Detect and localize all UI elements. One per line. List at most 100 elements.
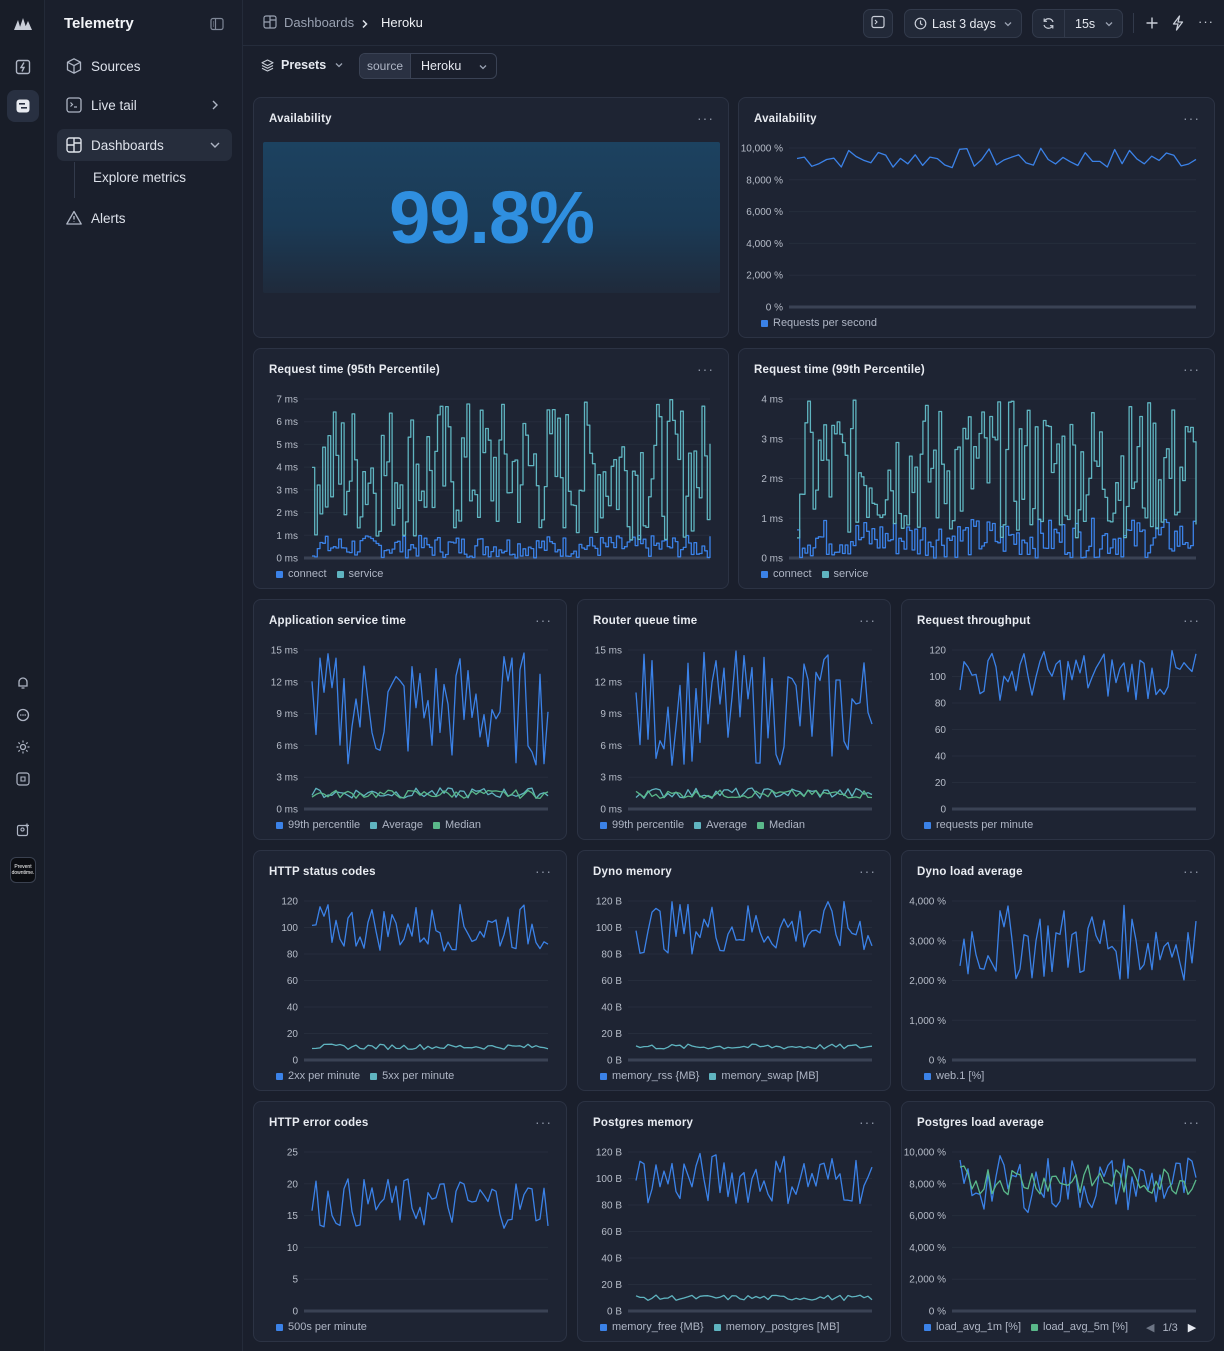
panel-menu-icon[interactable]: ··· (1183, 110, 1200, 126)
panel-request-throughput: Request throughput ··· 0 20 40 60 80 100 120 requ… (901, 599, 1215, 840)
panel-menu-icon[interactable]: ··· (1183, 1114, 1200, 1130)
chat-icon[interactable] (14, 706, 32, 724)
panel-request-time-95th-percentile: Request time (95th Percentile) ··· 0 ms 1 m… (253, 348, 729, 589)
legend-item[interactable]: requests per minute (924, 819, 1033, 831)
legend-swatch (821, 570, 829, 578)
time-range-select[interactable]: Last 3 days (904, 9, 1022, 38)
legend-item[interactable]: memory_postgres [MB] (713, 1321, 839, 1333)
chevron-down-icon (478, 62, 488, 72)
chart-legend: 500s per minute (276, 1321, 377, 1333)
panel-menu-icon[interactable]: ··· (535, 1114, 552, 1130)
y-tick-label: 0 ms (276, 805, 298, 816)
more-options-icon[interactable]: ··· (1198, 14, 1214, 29)
terminal-button[interactable] (863, 9, 893, 38)
refresh-control: 15s (1032, 9, 1123, 38)
panel-menu-icon[interactable]: ··· (1183, 361, 1200, 377)
chevron-down-icon (1104, 19, 1114, 29)
legend-item[interactable]: 2xx per minute (276, 1070, 360, 1082)
legend-item[interactable]: memory_rss {MB} (600, 1070, 699, 1082)
legend-swatch (370, 1072, 378, 1080)
team-avatar[interactable]: Prevent downtime. (10, 857, 36, 883)
y-tick-label: 60 (287, 976, 299, 987)
chart-legend: Requests per second (761, 317, 887, 329)
breadcrumb-dashboards[interactable]: Dashboards (284, 15, 355, 30)
y-tick-label: 0 ms (600, 805, 622, 816)
legend-item[interactable]: 99th percentile (276, 819, 360, 831)
logo-icon[interactable] (7, 8, 39, 40)
panel-title: Dyno memory (593, 866, 672, 878)
pager-prev-icon[interactable]: ◀ (1146, 1322, 1155, 1334)
sidebar-item-label: Sources (91, 58, 141, 74)
legend-swatch (276, 1072, 283, 1080)
legend-swatch (276, 821, 283, 829)
refresh-interval-value[interactable]: 15s (1075, 16, 1096, 31)
legend-item[interactable]: service (821, 568, 868, 580)
legend-item[interactable]: connect (761, 568, 812, 580)
y-tick-label: 80 (287, 950, 299, 961)
panel-menu-icon[interactable]: ··· (535, 612, 552, 628)
series-line-requests-per-minute (959, 650, 1197, 701)
chart-dyno-load-average: 0 % 1,000 % 2,000 % 3,000 % 4,000 % (909, 897, 1197, 1067)
sidebar-item-sources[interactable]: Sources (57, 50, 232, 82)
legend-swatch (600, 821, 607, 829)
notifications-icon[interactable] (14, 674, 32, 692)
dashboard-icon (65, 136, 83, 154)
source-filter[interactable]: source Heroku (359, 53, 497, 79)
legend-item[interactable]: 500s per minute (276, 1321, 367, 1333)
panel-menu-icon[interactable]: ··· (1183, 863, 1200, 879)
legend-item[interactable]: Average (370, 819, 423, 831)
panel-menu-icon[interactable]: ··· (859, 612, 876, 628)
presets-dropdown[interactable]: Presets (261, 58, 344, 72)
legend-label: 2xx per minute (288, 1070, 361, 1082)
chevron-down-icon (334, 60, 344, 70)
chevron-right-icon (208, 98, 222, 112)
panel-menu-icon[interactable]: ··· (859, 863, 876, 879)
lightning-icon[interactable] (1171, 15, 1185, 31)
pager-next-icon[interactable]: ▶ (1187, 1322, 1197, 1334)
sidebar-item-alerts[interactable]: Alerts (57, 202, 232, 234)
add-team-icon[interactable] (14, 821, 32, 839)
panel-menu-icon[interactable]: ··· (697, 361, 714, 377)
collapse-sidebar-icon[interactable] (209, 16, 225, 32)
legend-item[interactable]: load_avg_1m [%] (924, 1321, 1021, 1333)
legend-item[interactable]: Average (694, 819, 747, 831)
panel-menu-icon[interactable]: ··· (1183, 612, 1200, 628)
legend-item[interactable]: 5xx per minute (370, 1070, 454, 1082)
add-icon[interactable] (1145, 16, 1159, 30)
legend-item[interactable]: connect (276, 568, 327, 580)
legend-item[interactable]: 99th percentile (600, 819, 684, 831)
legend-swatch (336, 570, 344, 578)
legend-item[interactable]: Median (432, 819, 481, 831)
legend-item[interactable]: memory_free {MB} (600, 1321, 704, 1333)
theme-sun-icon[interactable] (14, 738, 32, 756)
legend-item[interactable]: Requests per second (761, 317, 877, 329)
panel-title: Request throughput (917, 615, 1031, 627)
panel-menu-icon[interactable]: ··· (697, 110, 714, 126)
command-icon[interactable] (14, 770, 32, 788)
legend-swatch (600, 1072, 607, 1080)
panel-menu-icon[interactable]: ··· (535, 863, 552, 879)
y-tick-label: 15 ms (271, 646, 298, 657)
y-tick-label: 20 (935, 778, 947, 789)
telemetry-app-icon[interactable] (7, 51, 39, 83)
panel-menu-icon[interactable]: ··· (859, 1114, 876, 1130)
panel-postgres-memory: Postgres memory ··· 0 B 20 B 40 B 60 B 80 B 100… (577, 1101, 891, 1342)
y-tick-label: 3,000 % (909, 936, 946, 947)
y-tick-label: 0 ms (761, 554, 783, 565)
refresh-icon (1042, 17, 1055, 30)
uptime-app-icon[interactable] (7, 90, 39, 122)
y-tick-label: 20 (287, 1179, 299, 1190)
y-tick-label: 3 ms (276, 485, 298, 496)
legend-item[interactable]: Median (756, 819, 805, 831)
legend-item[interactable]: load_avg_5m [%] (1031, 1321, 1128, 1333)
legend-item[interactable]: web.1 [%] (924, 1070, 984, 1082)
legend-item[interactable]: memory_swap [MB] (709, 1070, 819, 1082)
series-line-service (797, 399, 1197, 539)
sidebar-item-live-tail[interactable]: Live tail (57, 89, 232, 121)
sidebar-subitem-explore-metrics[interactable]: Explore metrics (93, 170, 187, 185)
legend-item[interactable]: service (336, 568, 383, 580)
sidebar-item-dashboards[interactable]: Dashboards (57, 129, 232, 161)
refresh-button[interactable] (1033, 10, 1065, 37)
sidebar-item-label: Alerts (91, 210, 126, 226)
series-line-99th-percentile (635, 650, 873, 766)
